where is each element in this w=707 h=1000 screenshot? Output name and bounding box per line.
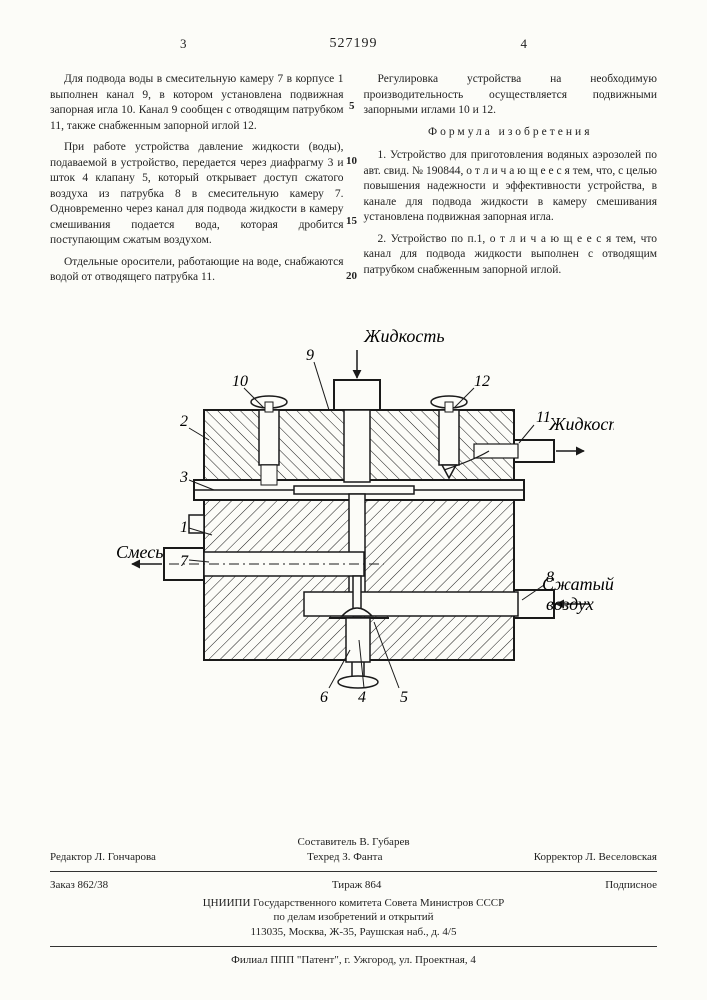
footer-sign: Подписное xyxy=(605,878,657,893)
footer-print: Заказ 862/38 Тираж 864 Подписное xyxy=(50,878,657,893)
line-marker: 10 xyxy=(346,155,357,167)
page-header: 3 527199 4 xyxy=(50,36,657,62)
callout-2: 2 xyxy=(180,413,188,430)
document-number: 527199 xyxy=(330,36,378,52)
callout-10: 10 xyxy=(232,373,248,390)
footer-editor: Редактор Л. Гончарова xyxy=(50,850,156,865)
claim: 1. Устройство для приготовления водяных … xyxy=(364,148,658,226)
callout-6: 6 xyxy=(320,689,328,706)
footer-addr2: Филиал ППП "Патент", г. Ужгород, ул. Про… xyxy=(50,953,657,968)
callout-8: 8 xyxy=(546,569,554,586)
callout-12: 12 xyxy=(474,373,490,390)
figure-container: Жидкость Жидкость Смесь Сжатый воздух 2 … xyxy=(50,310,657,710)
para: Регулировка устройства на необходимую пр… xyxy=(364,72,658,119)
page-number-left: 3 xyxy=(180,36,187,52)
footer-addr1: 113035, Москва, Ж-35, Раушская наб., д. … xyxy=(50,925,657,940)
line-marker: 15 xyxy=(346,215,357,227)
footer-composer: Составитель В. Губарев xyxy=(50,835,657,850)
callout-3: 3 xyxy=(179,469,188,486)
footer-tech: Техред З. Фанта xyxy=(307,850,382,865)
line-marker: 5 xyxy=(349,100,355,112)
footer-org2: по делам изобретений и открытий xyxy=(50,910,657,925)
callout-11: 11 xyxy=(536,409,551,426)
footer-order: Заказ 862/38 xyxy=(50,878,108,893)
claims-title: Формула изобретения xyxy=(364,125,658,141)
footer: Составитель В. Губарев Редактор Л. Гонча… xyxy=(50,835,657,968)
callout-9: 9 xyxy=(306,347,314,364)
page: 3 527199 4 Для подвода воды в смесительн… xyxy=(0,0,707,1000)
footer-tirage: Тираж 864 xyxy=(332,878,382,893)
para: Отдельные оросители, работающие на воде,… xyxy=(50,255,344,286)
footer-org1: ЦНИИПИ Государственного комитета Совета … xyxy=(50,896,657,911)
para: Для подвода воды в смесительную камеру 7… xyxy=(50,72,344,134)
callout-1: 1 xyxy=(180,519,188,536)
callout-4: 4 xyxy=(358,689,366,706)
page-number-right: 4 xyxy=(521,36,528,52)
label-right-top: Жидкость xyxy=(548,414,614,434)
claim: 2. Устройство по п.1, о т л и ч а ю щ е … xyxy=(364,232,658,279)
technical-drawing: Жидкость Жидкость Смесь Сжатый воздух 2 … xyxy=(94,310,614,710)
footer-corrector: Корректор Л. Веселовская xyxy=(534,850,657,865)
right-column: Регулировка устройства на необходимую пр… xyxy=(364,72,658,292)
line-marker: 20 xyxy=(346,270,357,282)
callout-5: 5 xyxy=(400,689,408,706)
label-top: Жидкость xyxy=(363,326,445,346)
separator xyxy=(50,946,657,947)
footer-credits: Редактор Л. Гончарова Техред З. Фанта Ко… xyxy=(50,850,657,865)
left-column: Для подвода воды в смесительную камеру 7… xyxy=(50,72,344,292)
separator xyxy=(50,871,657,872)
label-left: Смесь xyxy=(116,542,163,562)
para: При работе устройства давление жидкости … xyxy=(50,140,344,249)
callout-7: 7 xyxy=(180,553,189,570)
label-right-bottom-2: воздух xyxy=(546,594,594,614)
